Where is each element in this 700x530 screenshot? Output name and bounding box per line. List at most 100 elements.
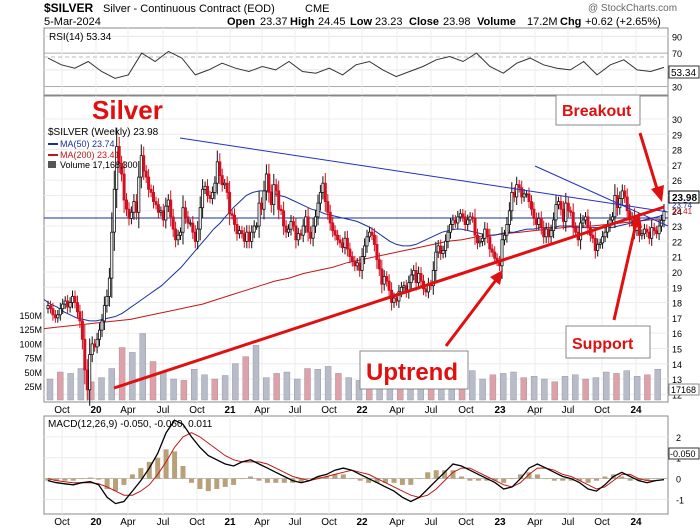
candle-body [127,208,131,219]
x-tick-label: 23 [494,405,506,416]
candle-body [480,237,484,242]
candle-body [255,225,259,228]
candle-body [488,236,492,250]
price-tick-label: 16 [672,329,682,339]
price-tick-label: 28 [672,146,682,156]
x-tick-label: Jul [289,517,302,528]
candle-body [343,237,347,248]
rsi-tick-label: 90 [672,32,682,42]
candle-body [417,273,421,284]
volume-bar [592,377,600,401]
volume-bar [520,377,527,401]
candle-body [559,201,563,210]
candle-body [301,225,305,236]
symbol-label: $SILVER [44,1,93,15]
chart-title: Silver [92,95,163,125]
ma50-line [43,190,665,322]
candle-body [647,231,651,239]
candle-body [259,202,263,210]
candle-body [53,314,57,319]
candle-body [520,187,524,198]
candle-body [78,311,82,322]
macd-tick-label: 2 [676,433,681,443]
candle-body [355,262,359,267]
volume-bar [561,376,569,401]
candle-body [245,231,249,242]
candle-body [542,227,546,238]
macd-histogram-bar [62,478,68,481]
volume-bar [273,373,280,401]
candle-body [436,245,440,253]
candle-body [102,305,106,322]
macd-histogram-bar [661,478,667,479]
x-tick-label: Apr [389,517,405,528]
x-tick-label: Jul [562,405,575,416]
open-value: 23.37 [260,16,288,28]
candle-body [483,228,487,239]
x-tick-label: Apr [254,517,270,528]
macd-histogram-bar [45,478,51,481]
uptrend-arrowhead [490,270,503,285]
volume-bar [129,352,136,401]
candle-body [76,302,80,313]
candle-body [289,221,293,230]
volume-bar [108,368,116,401]
descending-trendline [179,137,669,213]
candle-body [129,211,133,219]
macd-histogram-bar [315,476,321,479]
candle-body [257,202,261,227]
macd-histogram-bar [180,466,186,479]
candle-body [515,184,519,198]
price-frame [43,95,669,403]
price-tick-label: 13 [672,375,682,385]
rsi-tick-label: 30 [672,83,682,93]
candle-body [380,268,384,285]
volume-legend: Volume 17,168,300 [60,160,138,170]
volume-tick-label: 50M [24,368,42,378]
low-label: Low [350,16,372,28]
macd-histogram-bar [627,478,633,481]
candle-body [326,201,330,213]
macd-tick-label: 0 [676,475,681,485]
macd-histogram-bar [87,477,93,479]
macd-histogram-bar [526,472,532,479]
candle-body [105,295,109,306]
candle-body [561,208,565,222]
x-tick-label: Oct [594,405,610,416]
macd-histogram-bar [492,478,498,481]
candle-body [66,300,70,308]
x-tick-label: 21 [224,517,236,528]
candle-body [154,201,158,206]
macd-histogram-bar [416,478,422,480]
candle-body [323,182,327,202]
rsi-value: 53.34 [671,68,696,79]
candle-body [628,210,632,221]
x-tick-label: 20 [90,517,102,528]
candle-body [461,213,465,218]
candle-body [164,205,168,221]
candle-body [284,225,288,233]
macd-histogram-bar [551,478,557,481]
candle-body [176,234,180,241]
candle-body [377,259,381,270]
candle-body [71,295,75,303]
candle-body [375,243,379,261]
candle-body [294,225,298,241]
candle-body [220,175,224,186]
volume-bar [67,373,74,401]
candle-body [73,295,77,303]
macd-histogram-bar [53,478,59,481]
candle-body [228,191,232,215]
candle-body [439,245,443,254]
volume-bar [118,347,126,401]
macd-histogram-bar [96,478,102,480]
volume-tick-label: 75M [24,354,42,364]
macd-panel: MACD(12,26,9) -0.050, -0.060, 0.011 210-… [43,415,700,515]
candle-body [272,184,276,205]
candle-body [350,256,354,262]
candle-body [552,219,556,231]
volume-tick-label: 125M [19,325,42,335]
exchange-label: CME [305,3,329,15]
x-tick-label: Jul [157,517,170,528]
volume-bar [170,378,177,401]
